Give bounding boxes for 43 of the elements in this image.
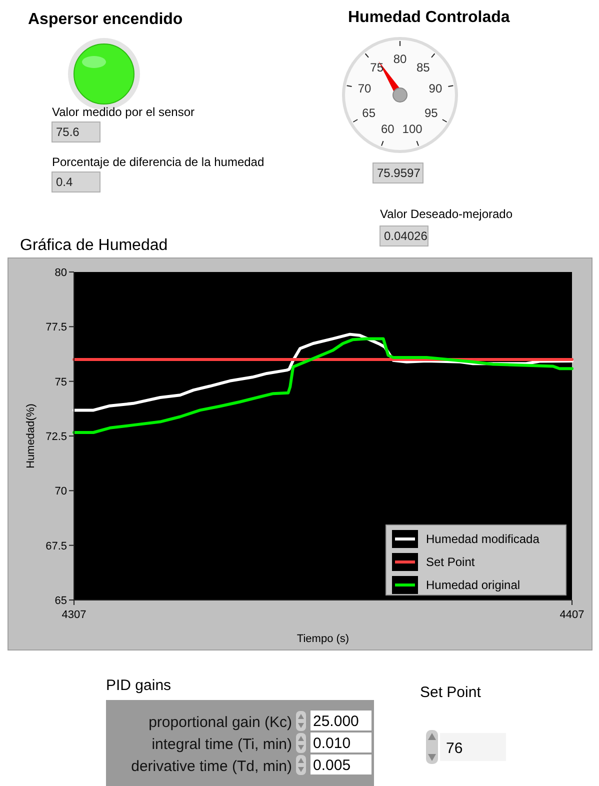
text: 70 xyxy=(358,82,372,96)
text: 90 xyxy=(428,82,442,96)
text: derivative time (Td, min) xyxy=(131,758,292,775)
text: integral time (Ti, min) xyxy=(152,736,292,753)
text: 0.4 xyxy=(56,175,74,189)
text: 0.005 xyxy=(313,757,351,774)
text: 60 xyxy=(381,122,395,136)
text: 76 xyxy=(446,740,463,757)
chart-title: Gráfica de Humedad xyxy=(20,237,168,254)
text: 25.000 xyxy=(313,713,359,730)
x-tick-label: 4407 xyxy=(560,609,584,621)
text: Porcentaje de diferencia de la humedad xyxy=(52,155,264,169)
legend-label: Humedad modificada xyxy=(426,532,540,546)
text: 65 xyxy=(362,106,376,120)
y-tick-label: 75 xyxy=(54,376,67,388)
text: 85 xyxy=(416,60,430,74)
y-tick-label: 77.5 xyxy=(46,322,67,334)
text: Valor Deseado-mejorado xyxy=(380,207,513,221)
y-axis-title: Humedad(%) xyxy=(25,404,37,468)
text: 0.04026 xyxy=(384,229,428,243)
line-series xyxy=(72,337,574,434)
text: Humedad Controlada xyxy=(348,9,510,26)
legend-label: Set Point xyxy=(426,555,476,569)
text: 95 xyxy=(424,106,438,120)
text: PID gains xyxy=(106,677,172,694)
text: Aspersor encendido xyxy=(28,11,183,28)
text: 80 xyxy=(393,52,407,66)
x-tick-label: 4307 xyxy=(62,609,86,621)
y-tick-label: 72.5 xyxy=(46,431,67,443)
x-axis-title: Tiempo (s) xyxy=(296,633,350,645)
text: 75.6 xyxy=(56,125,80,139)
text: 100 xyxy=(402,122,423,136)
y-tick-label: 70 xyxy=(54,486,67,498)
text: 0.010 xyxy=(313,735,351,752)
y-tick-label: 67.5 xyxy=(46,540,67,552)
y-tick-label: 80 xyxy=(54,267,67,279)
text: 75 xyxy=(370,60,384,74)
text: Valor medido por el sensor xyxy=(52,105,195,119)
text: Set Point xyxy=(420,684,482,701)
y-tick-label: 65 xyxy=(54,595,67,607)
legend-label: Humedad original xyxy=(426,578,520,592)
text: 75.9597 xyxy=(377,166,421,180)
text: proportional gain (Kc) xyxy=(148,714,292,731)
